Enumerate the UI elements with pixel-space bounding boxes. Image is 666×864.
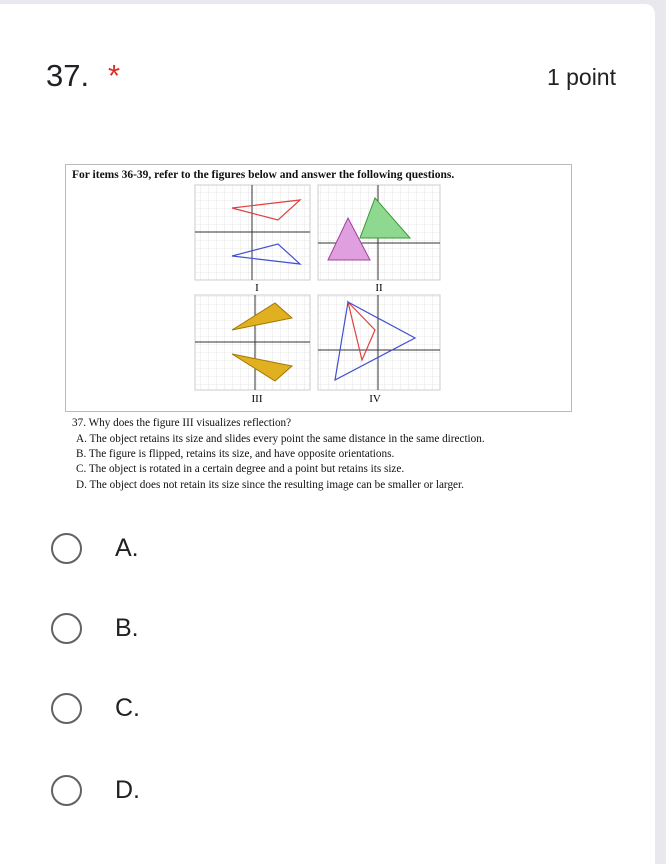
panel-label: IV	[369, 393, 381, 405]
option-label: A.	[115, 534, 139, 562]
image-heading: For items 36-39, refer to the figures be…	[72, 169, 455, 181]
points: 1 point	[546, 64, 616, 90]
option[interactable]: A.	[50, 532, 610, 572]
panel-label: II	[375, 282, 383, 294]
radio-button[interactable]	[51, 693, 82, 724]
panel-2	[317, 184, 441, 281]
question-number: 37.	[46, 58, 90, 93]
option[interactable]: B.	[50, 612, 610, 652]
option[interactable]: C.	[50, 692, 610, 732]
option-label: B.	[115, 614, 139, 642]
figure-graphs: I II III IV	[194, 184, 441, 405]
image-question: 37. Why does the figure III visualizes r…	[72, 417, 292, 429]
panel-1	[194, 184, 311, 281]
radio-button[interactable]	[51, 775, 82, 806]
image-choice: C. The object is rotated in a certain de…	[76, 463, 405, 475]
image-choice: A. The object retains its size and slide…	[76, 433, 485, 445]
radio-button[interactable]	[51, 613, 82, 644]
option-label: D.	[115, 776, 140, 804]
panel-4	[317, 294, 441, 391]
image-choice: B. The figure is flipped, retains its si…	[76, 448, 395, 460]
option[interactable]: D.	[50, 774, 610, 814]
panel-label: I	[255, 282, 259, 294]
image-choice: D. The object does not retain its size s…	[76, 479, 464, 491]
option-label: C.	[115, 694, 140, 722]
question-card	[0, 4, 655, 864]
required-mark: *	[108, 58, 121, 93]
panel-label: III	[252, 393, 263, 405]
radio-button[interactable]	[51, 533, 82, 564]
panel-3	[194, 294, 311, 391]
